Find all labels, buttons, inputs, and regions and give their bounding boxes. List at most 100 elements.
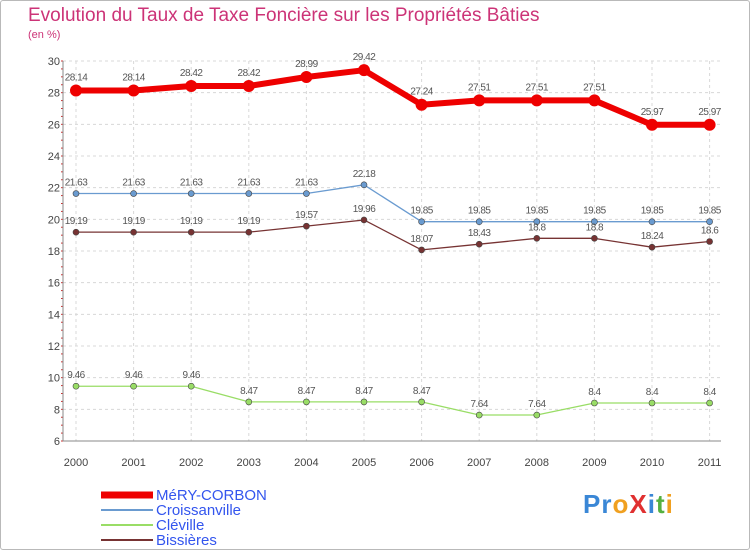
series-line	[76, 184, 710, 223]
data-point	[530, 94, 543, 107]
y-tick-label: 12	[48, 341, 60, 353]
data-point	[242, 80, 255, 93]
data-label: 8.4	[646, 387, 659, 398]
x-tick-label: 2003	[237, 457, 261, 469]
data-label: 19.19	[122, 216, 145, 227]
x-tick-label: 2000	[64, 457, 88, 469]
data-label: 8.47	[413, 386, 431, 397]
data-label: 19.85	[698, 206, 721, 217]
y-tick-label: 22	[48, 183, 60, 195]
data-point	[533, 218, 541, 226]
logo-letter: X	[629, 489, 648, 519]
proxiti-logo: ProXiti	[583, 489, 674, 520]
data-point	[533, 235, 541, 242]
data-label: 27.24	[410, 87, 433, 98]
data-label: 25.97	[698, 107, 721, 118]
data-point	[415, 98, 428, 111]
logo-letter: o	[612, 489, 630, 519]
data-label: 9.46	[182, 370, 200, 381]
data-point	[706, 399, 713, 407]
series-line	[76, 385, 710, 416]
x-tick-label: 2002	[179, 457, 203, 469]
data-point	[70, 84, 82, 97]
data-point	[130, 382, 137, 390]
data-label: 18.6	[701, 226, 719, 237]
data-point	[130, 190, 137, 197]
data-point	[185, 80, 198, 93]
data-label: 21.63	[65, 178, 88, 189]
data-point	[360, 181, 368, 189]
data-point	[127, 84, 140, 97]
data-label: 27.51	[583, 82, 606, 93]
chart-title: Evolution du Taux de Taxe Foncière sur l…	[28, 5, 540, 26]
y-tick-label: 24	[48, 151, 60, 163]
data-label: 21.63	[238, 178, 261, 189]
x-tick-label: 2004	[294, 457, 318, 469]
data-label: 28.14	[65, 72, 88, 83]
data-label: 19.85	[526, 206, 549, 217]
data-point	[303, 190, 310, 197]
data-label: 18.8	[586, 222, 604, 233]
x-tick-label: 2011	[698, 457, 722, 469]
data-label: 21.63	[122, 178, 145, 189]
data-point	[591, 218, 598, 226]
data-point	[72, 190, 80, 197]
y-tick-label: 16	[48, 278, 60, 290]
data-point	[303, 398, 310, 406]
data-label-layer: 9.46 9.46 9.46 8.47 8.47 8.47 8.47 7.64 7.64 8.4 8…	[65, 52, 723, 410]
data-label: 21.63	[295, 178, 318, 189]
data-label: 28.42	[180, 68, 203, 79]
data-point	[648, 218, 656, 226]
legend-label: Bissières	[156, 532, 217, 549]
data-point	[245, 398, 253, 406]
data-point	[360, 398, 368, 406]
data-label: 8.47	[355, 386, 373, 397]
data-label: 28.14	[122, 72, 145, 83]
axis-layer: 6 8 10 12 14 16 18 20 22 24 26 28 30 2000 2001 2002 2003…	[48, 56, 722, 469]
data-point	[418, 218, 425, 226]
data-point	[475, 411, 483, 419]
data-label: 19.19	[180, 216, 203, 227]
chart-subtitle: (en %)	[28, 29, 61, 41]
data-label: 25.97	[641, 107, 664, 118]
y-tick-label: 28	[48, 88, 60, 100]
data-point	[591, 399, 598, 407]
data-label: 19.85	[583, 206, 606, 217]
x-tick-label: 2001	[121, 457, 145, 469]
data-point	[418, 398, 425, 406]
data-label: 9.46	[67, 370, 85, 381]
data-label: 29.42	[353, 52, 376, 63]
data-point	[72, 382, 80, 390]
data-point	[358, 64, 370, 77]
data-point	[72, 228, 80, 236]
data-point	[130, 228, 137, 236]
data-point	[418, 246, 425, 254]
data-label: 19.96	[353, 204, 376, 215]
data-label: 8.4	[703, 387, 716, 398]
data-label: 19.85	[641, 206, 664, 217]
data-point	[187, 382, 195, 390]
data-label: 8.4	[588, 387, 601, 398]
x-tick-label: 2009	[582, 457, 606, 469]
data-point	[187, 228, 195, 236]
data-point	[706, 238, 713, 245]
data-label: 19.19	[238, 216, 261, 227]
y-tick-label: 8	[54, 404, 60, 416]
logo-letter: r	[601, 489, 613, 519]
data-point	[360, 216, 368, 224]
legend: MéRY-CORBONCroissanvilleClévilleBissière…	[101, 487, 267, 549]
data-label: 27.51	[468, 82, 491, 93]
logo-letter: t	[655, 489, 666, 519]
data-label: 21.63	[180, 178, 203, 189]
data-point	[473, 94, 486, 107]
data-point	[703, 118, 716, 131]
data-label: 19.19	[65, 216, 88, 227]
data-label: 18.8	[528, 222, 546, 233]
data-label: 22.18	[353, 169, 376, 180]
series-layer	[70, 64, 716, 419]
x-tick-label: 2007	[467, 457, 491, 469]
y-tick-label: 10	[48, 373, 60, 385]
data-point	[648, 399, 656, 407]
